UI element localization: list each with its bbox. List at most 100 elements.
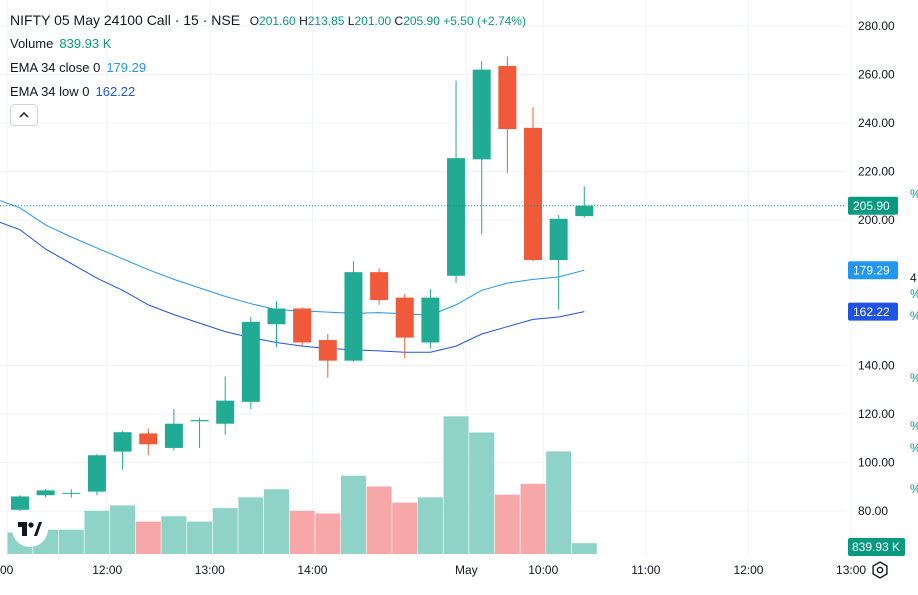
candle-body bbox=[241, 321, 260, 402]
y-tick-label: 200.00 bbox=[858, 213, 895, 227]
close-key: C bbox=[394, 14, 404, 28]
settings-gear-icon bbox=[872, 561, 888, 579]
symbol-title[interactable]: NIFTY 05 May 24100 Call · 15 · NSE bbox=[10, 12, 241, 28]
candle-body bbox=[36, 490, 55, 496]
edge-glyph: % bbox=[910, 441, 918, 455]
candle bbox=[447, 80, 466, 284]
volume-bar bbox=[315, 513, 341, 554]
price-axis: 80.00 100.00 120.00 140.00 200.00 220.00 240.0… bbox=[848, 19, 918, 556]
volume-bar bbox=[135, 521, 161, 554]
volume-bar bbox=[110, 505, 136, 554]
candle bbox=[395, 293, 414, 359]
chart-settings-button[interactable] bbox=[870, 560, 890, 580]
candle bbox=[11, 495, 29, 511]
open-key: O bbox=[249, 14, 260, 28]
y-tick-label: 280.00 bbox=[858, 19, 895, 33]
volume-bar bbox=[212, 508, 238, 554]
x-tick-label: 12:00 bbox=[92, 563, 122, 577]
low-key: L bbox=[347, 14, 355, 28]
volume-bar bbox=[571, 543, 597, 554]
ema-close-line bbox=[0, 200, 585, 316]
candle bbox=[549, 215, 568, 310]
ema-close-badge bbox=[848, 261, 898, 280]
volume-bar bbox=[187, 521, 213, 554]
volume-bar bbox=[469, 432, 495, 554]
candle bbox=[575, 186, 594, 218]
edge-glyph: 4 bbox=[910, 271, 917, 285]
y-tick-label: 120.00 bbox=[858, 407, 895, 421]
change-value: +5.50 (+2.74%) bbox=[443, 14, 526, 28]
candle-body bbox=[395, 297, 414, 338]
candle-body bbox=[216, 400, 235, 424]
candle-body bbox=[344, 272, 363, 361]
y-tick-label: 80.00 bbox=[858, 504, 888, 518]
candle bbox=[498, 56, 517, 173]
volume-bar bbox=[392, 502, 418, 554]
candle bbox=[293, 307, 312, 347]
x-tick-label: May bbox=[455, 563, 478, 577]
y-tick-label: 140.00 bbox=[858, 359, 895, 373]
ema-close-value: 179.29 bbox=[106, 60, 147, 75]
chevron-up-icon bbox=[19, 112, 29, 118]
x-tick-label: 14:00 bbox=[297, 563, 327, 577]
edge-glyph: % bbox=[910, 187, 918, 201]
last-price-badge bbox=[848, 196, 898, 215]
volume-bar bbox=[417, 497, 443, 554]
volume-badge bbox=[848, 538, 905, 556]
volume-bar bbox=[264, 489, 289, 554]
candle-body bbox=[575, 205, 594, 217]
candle bbox=[472, 61, 491, 235]
candle-body bbox=[164, 423, 183, 448]
x-tick-label: 13:00 bbox=[836, 563, 866, 577]
candlesticks bbox=[11, 56, 594, 511]
volume-bar bbox=[238, 497, 264, 554]
volume-label: Volume bbox=[10, 36, 54, 51]
candle-body bbox=[498, 66, 517, 130]
x-tick-label: 10:00 bbox=[528, 563, 558, 577]
edge-glyph: % bbox=[910, 309, 918, 323]
candle bbox=[113, 430, 132, 470]
volume-legend-row[interactable]: Volume 839.93 K bbox=[10, 32, 526, 56]
candle bbox=[190, 417, 209, 448]
candle bbox=[139, 428, 158, 456]
ema-low-legend-row[interactable]: EMA 34 low 0 162.22 bbox=[10, 80, 526, 104]
candle bbox=[87, 454, 106, 496]
edge-glyph: % bbox=[910, 482, 918, 496]
high-value: 213.85 bbox=[307, 14, 345, 28]
ema-close-label: 179.29 bbox=[853, 264, 890, 278]
ema-low-line bbox=[0, 221, 585, 353]
high-key: H bbox=[299, 14, 308, 28]
volume-bar bbox=[366, 486, 392, 554]
candle-body bbox=[190, 420, 209, 422]
volume-bar bbox=[289, 510, 315, 554]
candle bbox=[36, 489, 55, 498]
candle-body bbox=[549, 218, 568, 261]
candle bbox=[344, 261, 363, 362]
candle bbox=[164, 409, 183, 451]
candle-body bbox=[139, 433, 158, 445]
ema-low-badge bbox=[848, 302, 898, 321]
volume-bar bbox=[520, 483, 546, 554]
volume-value: 839.93 K bbox=[59, 36, 112, 51]
candle-body bbox=[113, 432, 132, 452]
candle-body bbox=[11, 496, 29, 510]
candle bbox=[524, 107, 542, 262]
candle bbox=[267, 301, 286, 348]
volume-bar bbox=[443, 416, 469, 554]
volume-bar bbox=[340, 475, 366, 554]
ema-close-label: EMA 34 close 0 bbox=[10, 60, 101, 75]
collapse-legend-button[interactable] bbox=[10, 104, 38, 126]
ema-low-label: 162.22 bbox=[853, 305, 890, 319]
ema-low-value: 162.22 bbox=[95, 84, 136, 99]
candle-body bbox=[370, 272, 389, 301]
candle bbox=[318, 333, 337, 378]
y-tick-label: 240.00 bbox=[858, 116, 895, 130]
symbol-row: NIFTY 05 May 24100 Call · 15 · NSE O201.… bbox=[10, 8, 526, 32]
volume-bar bbox=[161, 516, 187, 554]
ema-close-legend-row[interactable]: EMA 34 close 0 179.29 bbox=[10, 56, 526, 80]
candle-body bbox=[62, 492, 81, 494]
tradingview-logo[interactable] bbox=[12, 511, 48, 547]
volume-bars bbox=[7, 416, 597, 554]
ema-low-label: EMA 34 low 0 bbox=[10, 84, 90, 99]
